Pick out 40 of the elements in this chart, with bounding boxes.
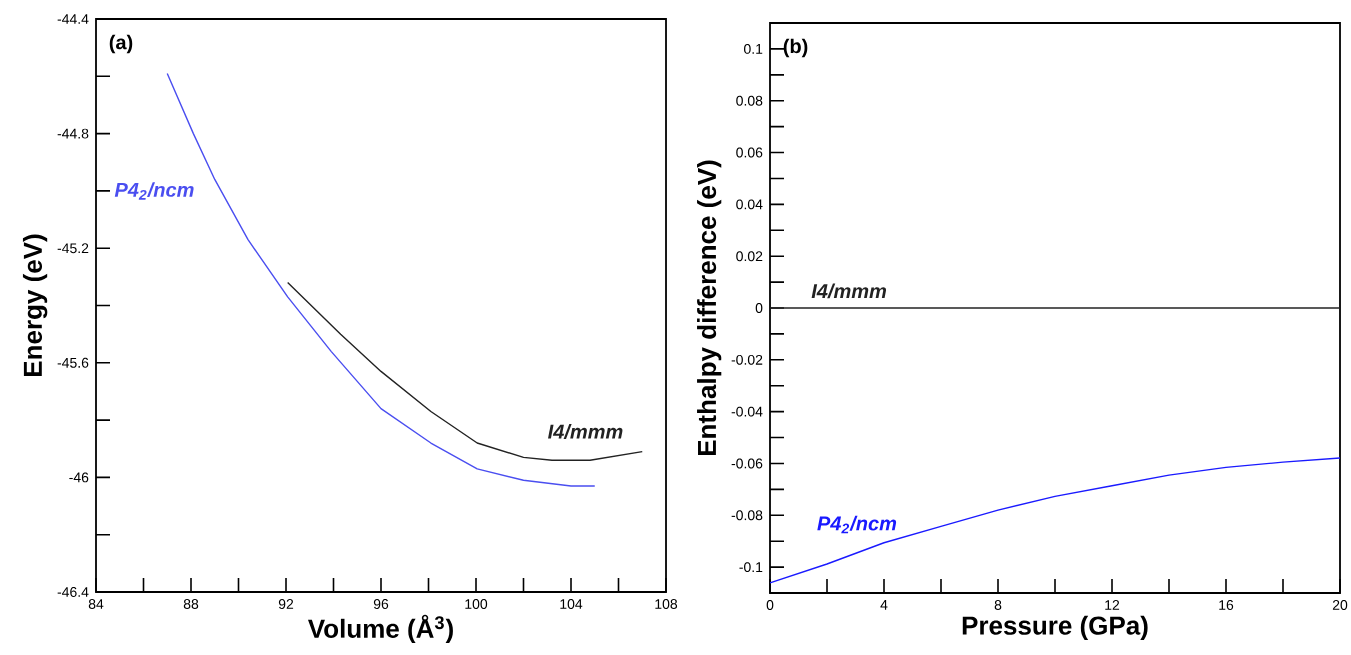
y-tick-label: -46 [69,472,89,483]
series-label: P4$_{2}$/ncm [817,515,897,534]
y-tick-label: 0.1 [744,43,763,54]
series-label: I4/mmm [548,424,623,440]
x-axis-title: Pressure (GPa) [962,615,1148,640]
x-tick-label: 20 [1332,600,1348,610]
y-tick-label: -0.1 [739,562,763,573]
x-tick-label: 88 [183,599,199,609]
y-tick-label: 0 [755,303,763,313]
series-label: I4/mmm [811,283,887,299]
y-tick-label: -0.06 [731,458,763,469]
y-tick-label: 0.04 [736,199,763,210]
x-tick-label: 84 [88,599,104,609]
y-axis-title: Energy (eV) [22,234,48,377]
y-tick-label: -45.2 [57,243,89,254]
y-tick-label: -46.4 [57,587,89,597]
x-tick-label: 92 [278,599,294,609]
x-tick-label: 0 [766,600,774,610]
x-tick-label: 4 [880,600,888,610]
x-tick-label: 12 [1105,600,1120,610]
y-tick-label: -0.02 [731,354,763,365]
y-tick-label: -44.4 [57,14,89,24]
y-tick-label: -0.04 [731,406,763,417]
y-tick-label: -44.8 [57,128,89,139]
y-tick-label: 0.06 [736,147,763,158]
annotation: (a) [109,34,133,54]
annotation: (b) [783,38,808,58]
y-tick-label: -0.08 [731,510,763,521]
x-tick-label: 108 [655,599,678,609]
y-tick-label: 0.08 [736,95,763,106]
y-axis-title: Enthalpy difference (eV) [697,160,722,456]
x-tick-label: 96 [373,599,389,609]
x-tick-label: 16 [1219,600,1234,610]
x-tick-label: 8 [994,600,1002,610]
x-tick-label: 100 [465,599,488,609]
series-label: P4$_{2}$/ncm [114,182,194,200]
y-tick-label: 0.02 [736,251,763,262]
x-axis-title: Volume (Å$^{3}$) [307,614,453,644]
x-tick-label: 104 [560,599,583,609]
y-tick-label: -45.6 [57,357,89,368]
